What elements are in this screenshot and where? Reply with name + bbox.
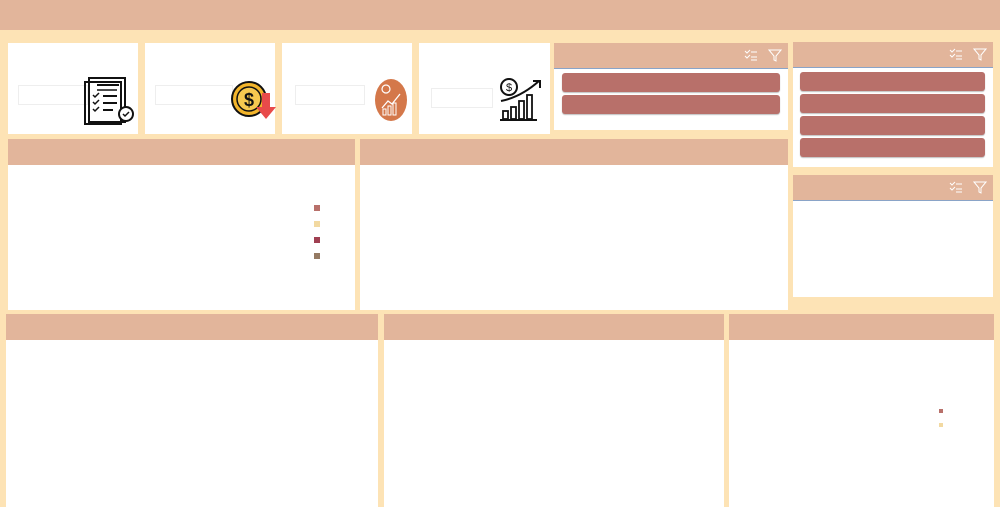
kpi-cogs: $ [145,43,276,134]
multi-select-icon[interactable] [744,48,758,62]
donut-chart-week-typ [729,340,929,507]
kpi-revenue [282,43,412,134]
legend-week-typ [939,409,946,437]
kpi-profit-value [431,88,493,108]
slicer-year-header [793,42,993,68]
revenue-per-week-typ-title [729,314,994,340]
slicer-month-header [793,175,993,201]
legend-item-qtr1 [314,205,323,211]
revenue-per-year-title [384,314,724,340]
legend-item-qtr3 [314,237,323,243]
slicer-year [793,42,993,167]
coin-down-icon: $ [231,81,276,119]
multi-select-icon[interactable] [949,47,963,61]
svg-text:$: $ [506,82,512,94]
revenue-growth-icon [375,79,407,121]
profit-per-weekday-title [6,314,378,340]
panel-profit-per-quarter [8,139,355,310]
slicer-week-typ-header [554,43,788,69]
svg-text:$: $ [244,90,254,110]
kpi-revenue-value [295,85,365,105]
panel-profit-per-weekday [6,314,378,507]
clear-filter-icon[interactable] [768,48,782,62]
panel-profit-per-month [360,139,788,310]
legend-item-weekday [939,409,946,413]
slicer-item-2008[interactable] [800,138,985,157]
slicer-item-2007[interactable] [800,116,985,135]
legend-quarter [314,205,323,269]
legend-item-qtr4 [314,253,323,259]
slicer-item-weekend[interactable] [562,95,780,114]
kpi-orders-value [18,85,88,105]
slicer-item-2005[interactable] [800,72,985,91]
slicer-item-weekday[interactable] [562,73,780,92]
profit-per-month-title [360,139,788,165]
checklist-icon [84,77,134,125]
profit-per-quarter-title [8,139,355,165]
clear-filter-icon[interactable] [973,180,987,194]
line-chart-month [360,165,788,310]
legend-item-weekend [939,423,946,427]
legend-item-qtr2 [314,221,323,227]
panel-revenue-per-year [384,314,724,507]
pie-chart-quarter [68,167,248,307]
kpi-profit: $ [419,43,550,134]
kpi-cogs-value [155,85,233,105]
profit-chart-icon: $ [500,78,541,121]
panel-revenue-per-week-typ [729,314,994,507]
multi-select-icon[interactable] [949,180,963,194]
slicer-month-name [793,175,993,297]
slicer-week-typ [554,43,788,130]
clear-filter-icon[interactable] [973,47,987,61]
slicer-item-2006[interactable] [800,94,985,113]
dashboard-title [0,0,1000,30]
kpi-orders [8,43,138,134]
